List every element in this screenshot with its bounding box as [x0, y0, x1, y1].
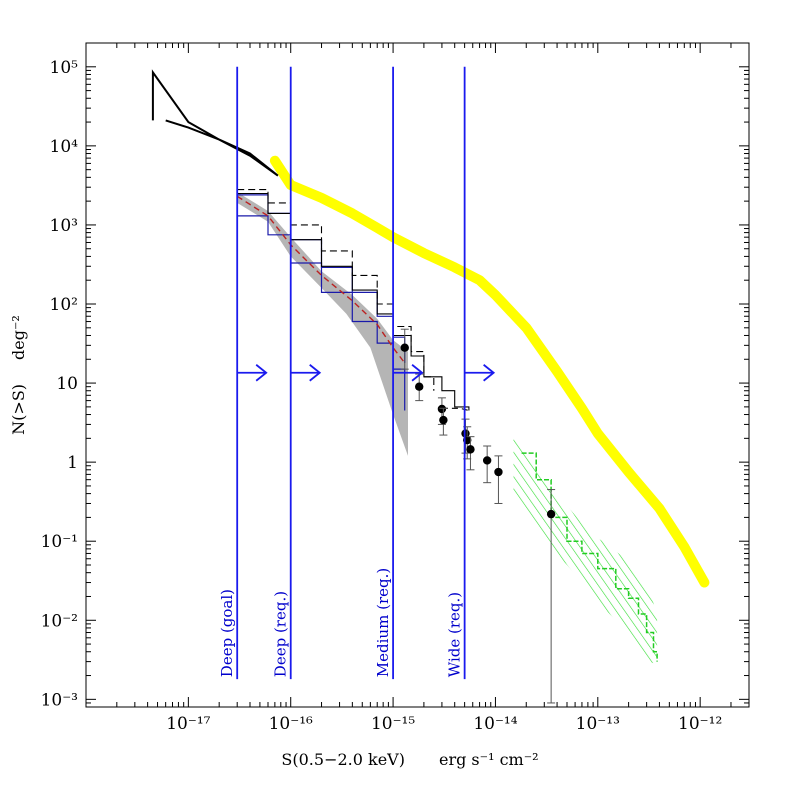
survey-limit-label-1: Deep (req.)	[272, 591, 290, 677]
x-tick-label-2: 10⁻¹⁵	[371, 714, 415, 734]
y-axis-label-main: N(>S)	[9, 384, 28, 435]
y-tick-label-3: 10²	[50, 295, 78, 315]
survey-limit-label-2: Medium (req.)	[374, 568, 392, 677]
x-axis-label-units: erg s⁻¹ cm⁻²	[439, 750, 539, 769]
y-axis-label: N(>S) deg⁻²	[9, 315, 28, 435]
green-hatch-band	[513, 438, 658, 664]
plot-frame	[85, 42, 750, 708]
data-point-1	[415, 382, 424, 391]
survey-limit-label-3: Wide (req.)	[446, 592, 464, 677]
x-tick-label-1: 10⁻¹⁶	[269, 714, 313, 734]
x-axis-label-main: S(0.5−2.0 keV)	[281, 750, 405, 769]
y-tick-label-4: 10	[56, 374, 78, 394]
x-tick-label-3: 10⁻¹⁴	[473, 714, 517, 734]
y-tick-label-5: 1	[67, 453, 78, 473]
y-axis-label-units: deg⁻²	[9, 315, 28, 360]
survey-limits-layer: Deep (goal) Deep (req.) Medium (req.) Wide …	[218, 66, 496, 680]
yellow-band-series	[269, 155, 710, 588]
survey-limit-label-0: Deep (goal)	[218, 589, 236, 677]
data-point-0	[400, 343, 409, 352]
axes-layer: 10⁻¹⁷ 10⁻¹⁶ 10⁻¹⁵ 10⁻¹⁴ 10⁻¹³ 10⁻¹² 10⁵ 10⁴ 10³ 1…	[41, 42, 750, 734]
y-tick-label-0: 10⁵	[50, 58, 79, 78]
black-wedge-series	[151, 69, 279, 177]
survey-arrow-head-3	[483, 364, 496, 382]
x-tick-label-0: 10⁻¹⁷	[166, 714, 210, 734]
x-tick-label-4: 10⁻¹³	[576, 714, 620, 734]
data-point-3	[439, 415, 448, 425]
data-point-9	[546, 509, 556, 519]
y-tick-label-6: 10⁻¹	[41, 532, 78, 552]
data-point-2	[437, 404, 447, 414]
y-tick-label-2: 10³	[50, 216, 78, 236]
data-point-7	[482, 456, 492, 465]
y-tick-label-8: 10⁻³	[41, 690, 78, 710]
red-dashed-series	[236, 195, 406, 364]
y-tick-label-1: 10⁴	[50, 137, 79, 157]
survey-arrow-head-0	[255, 364, 268, 382]
y-tick-label-7: 10⁻²	[41, 611, 78, 631]
black-dashed-short-series	[441, 407, 470, 412]
x-axis-label: S(0.5−2.0 keV) erg s⁻¹ cm⁻²	[281, 750, 538, 769]
data-point-8	[494, 467, 503, 477]
gray-band	[237, 192, 408, 456]
survey-arrow-head-1	[309, 364, 322, 382]
survey-arrow-head-2	[411, 364, 424, 382]
x-tick-label-5: 10⁻¹²	[678, 714, 722, 734]
data-point-6	[466, 445, 475, 454]
data-layer	[151, 69, 710, 704]
